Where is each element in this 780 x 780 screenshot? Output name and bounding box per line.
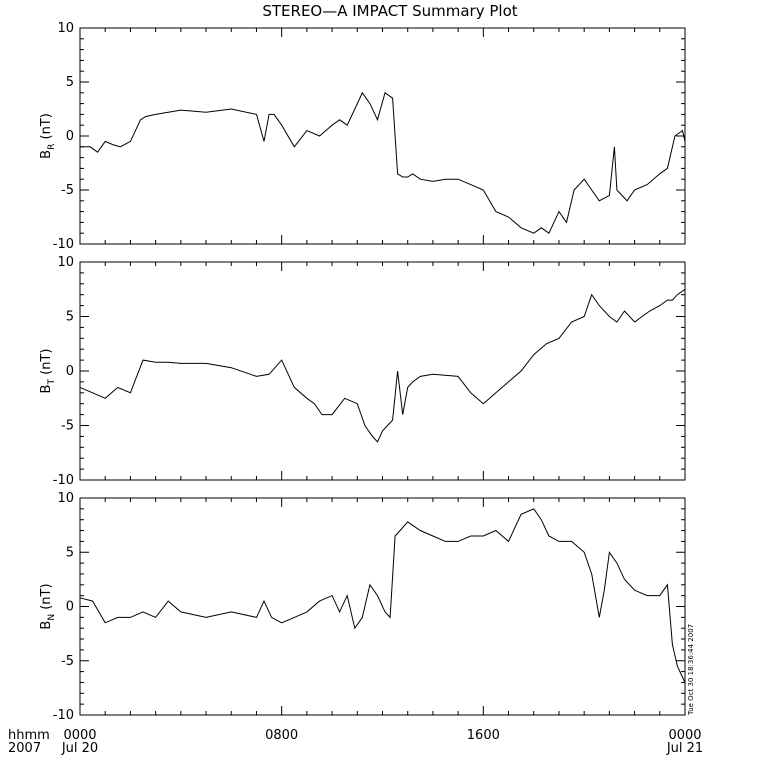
y-label-main-br: B [39,150,54,159]
panel-frame-bt [79,261,686,481]
y-label-sub-bn: N [47,614,57,621]
x-row-label-year: 2007 [8,741,41,756]
y-label-main-bn: B [39,621,54,630]
y-label-sub-bt: T [47,379,57,386]
x-tick-label-time: 1600 [467,728,500,743]
x-tick-label-time: 0000 [668,728,701,743]
y-label-main-bt: B [39,385,54,394]
y-label-unit-br: (nT) [39,113,54,143]
chart-title: STEREO—A IMPACT Summary Plot [262,2,517,20]
series-line-br [80,91,686,234]
y-tick-label-bn: -5 [61,654,74,669]
series-line-bn [79,508,686,683]
panel-frame-br [79,27,686,245]
y-tick-label-bt: -5 [61,419,74,434]
y-axis-label-br: BR (nT) [39,113,57,159]
y-axis-label-bn: BN (nT) [39,583,57,629]
y-tick-label-bt: 5 [66,310,74,325]
y-label-sub-br: R [47,144,57,150]
y-axis-label-bt: BT (nT) [39,349,57,394]
y-tick-label-br: -5 [61,183,74,198]
y-tick-label-bn: -10 [53,708,74,723]
panel-bt: -10 -5 0 5 10 BT (nT) [39,255,686,488]
x-tick-label-date: Jul 21 [666,741,703,756]
y-tick-label-br: -10 [53,237,74,252]
y-label-unit-bt: (nT) [39,349,54,379]
y-tick-label-bt: 0 [66,364,74,379]
y-tick-label-bt: 10 [57,255,74,270]
y-tick-label-br: 0 [66,129,74,144]
x-tick-label-time: 0800 [265,728,298,743]
x-row-label-hhmm: hhmm [8,728,50,743]
y-tick-label-br: 5 [66,75,74,90]
y-tick-label-bn: 10 [57,491,74,506]
series-line-bt [79,288,686,443]
x-tick-label-date: Jul 20 [61,741,98,756]
timestamp-stamp: Tue Oct 30 18:36:44 2007 [687,624,695,716]
y-tick-label-bn: 5 [66,545,74,560]
y-tick-label-br: 10 [57,21,74,36]
y-tick-label-bn: 0 [66,600,74,615]
y-tick-label-bt: -10 [53,473,74,488]
panel-br: -10 -5 0 5 10 BR (nT) [39,21,686,252]
y-label-unit-bn: (nT) [39,583,54,613]
panel-bn: -10 -5 0 5 10 BN (nT) [39,491,686,723]
x-tick-label-time: 0000 [63,728,96,743]
